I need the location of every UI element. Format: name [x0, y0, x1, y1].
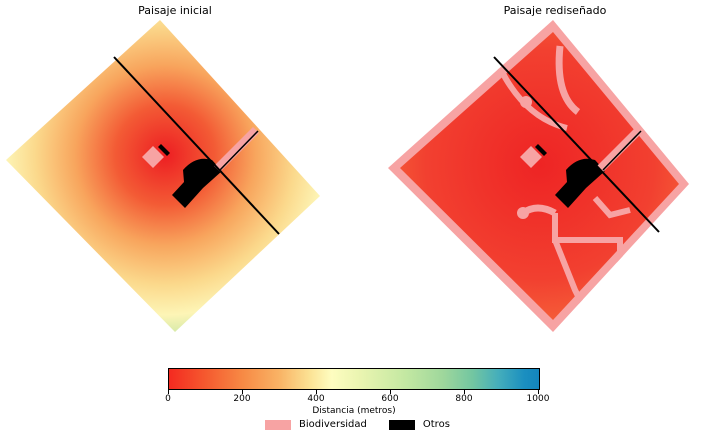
legend-swatch-others [388, 419, 415, 430]
colorbar-gradient [168, 368, 540, 390]
redesigned-node-b [517, 207, 529, 219]
initial-road [113, 56, 280, 235]
redesigned-other-building [555, 158, 605, 208]
maps-svg [6, 20, 689, 332]
colorbar-tick [316, 390, 317, 394]
initial-other-small [158, 144, 170, 156]
legend-item-others: Otros [388, 419, 450, 430]
colorbar-tick-label: 800 [455, 394, 473, 404]
redesigned-road-branch [602, 130, 642, 171]
map-initial [6, 20, 320, 332]
legend: Biodiversidad Otros [265, 419, 472, 430]
redesigned-biodiversity-corridor [597, 127, 642, 172]
redesigned-road [493, 56, 660, 233]
legend-label-others: Otros [422, 419, 450, 430]
corridor-north-arc [555, 45, 581, 115]
colorbar-tick [168, 390, 169, 394]
panel-title-right: Paisaje rediseñado [503, 4, 607, 17]
colorbar-tick-label: 0 [165, 394, 171, 404]
colorbar-tick-label: 600 [381, 394, 399, 404]
legend-label-biodiversity: Biodiversidad [299, 419, 367, 430]
colorbar-tick-label: 1000 [526, 394, 550, 404]
initial-other-building [172, 158, 222, 208]
colorbar-label: Distancia (metros) [312, 406, 396, 416]
colorbar-tick-label: 200 [233, 394, 251, 404]
initial-distance-field [6, 20, 320, 332]
initial-biodiversity-corridor [214, 127, 259, 172]
colorbar-tick [538, 390, 539, 394]
map-redesigned [388, 20, 689, 332]
legend-item-biodiversity: Biodiversidad [265, 419, 367, 430]
colorbar-tick [242, 390, 243, 394]
redesigned-other-small [535, 144, 547, 156]
initial-biodiversity-patch [142, 146, 164, 168]
colorbar-tick [464, 390, 465, 394]
colorbar-tick [390, 390, 391, 394]
colorbar-tick-label: 400 [307, 394, 325, 404]
redesigned-biodiversity-patch [520, 146, 542, 168]
initial-road-branch [219, 130, 259, 171]
panel-title-left: Paisaje inicial [138, 4, 212, 17]
legend-swatch-biodiversity [265, 419, 291, 430]
redesigned-node-a [520, 96, 532, 108]
corridor-east-loop [592, 196, 631, 219]
redesigned-distance-field [400, 32, 679, 320]
colorbar: 0 200 400 600 800 1000 Distancia (metros… [165, 368, 549, 416]
